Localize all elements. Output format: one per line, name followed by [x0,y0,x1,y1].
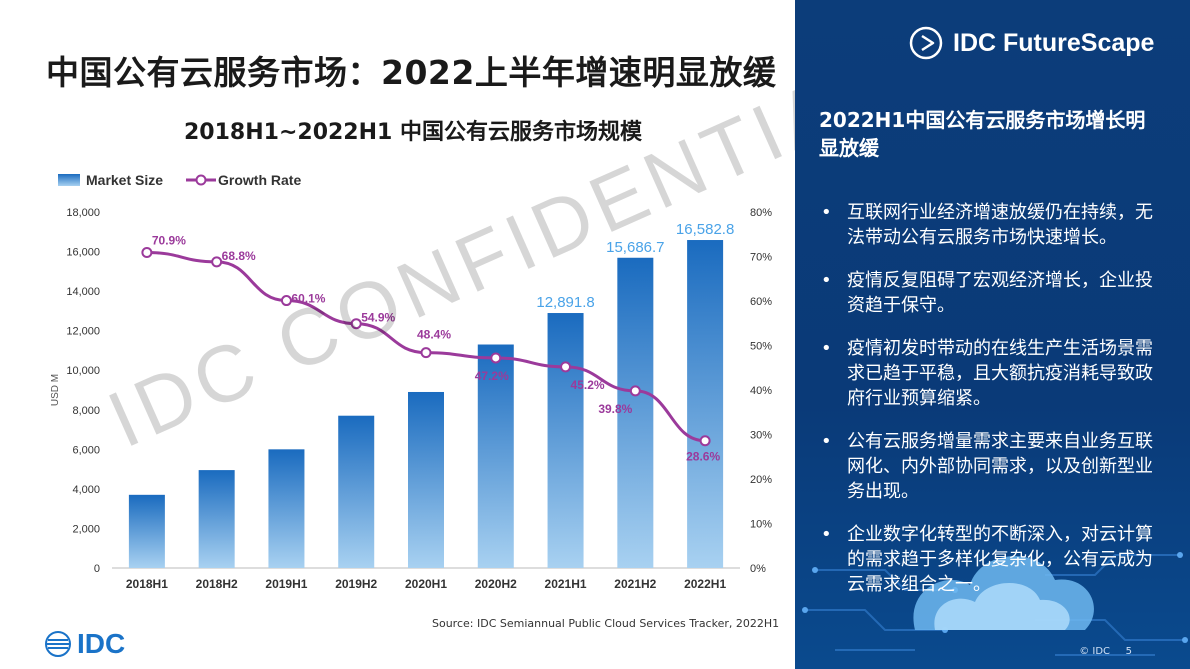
bar-value-label: 12,891.8 [536,294,594,311]
bar-2020H2 [477,344,514,568]
x-tick-label: 2019H2 [335,577,377,591]
growth-rate-label: 70.9% [152,233,186,247]
insight-item: 公有云服务增量需求主要来自业务互联网化、内外部协同需求，以及创新型业务出现。 [819,429,1169,504]
x-tick-label: 2021H2 [614,577,656,591]
growth-rate-point [350,318,362,330]
bar-2019H2 [338,415,375,568]
globe-icon [45,631,71,657]
brand-text: IDC FutureScape [953,28,1155,57]
y2-tick-label: 0% [750,563,766,575]
legend-growth-rate-label: Growth Rate [218,172,301,188]
chart-title: 2018H1~2022H1 中国公有云服务市场规模 [184,120,642,145]
bar-2022H1 [687,240,724,569]
legend-growth-rate-marker [195,174,207,186]
growth-rate-point [560,361,572,373]
play-icon [909,26,943,60]
growth-rate-point [141,246,153,258]
x-tick-label: 2020H1 [405,577,447,591]
growth-rate-label: 54.9% [361,311,395,325]
idc-futurescape-brand: IDC FutureScape [909,26,1154,60]
growth-rate-point [490,352,502,364]
growth-rate-label: 60.1% [291,292,325,306]
growth-rate-point [629,385,641,397]
growth-rate-point [699,435,711,447]
growth-rate-label: 47.2% [475,369,509,383]
copyright-text: © IDC [1079,646,1110,657]
bar-value-label: 16,582.8 [676,221,734,238]
y-tick-label: 16,000 [66,247,100,259]
y-tick-label: 6,000 [72,444,100,456]
y-axis-label: USD M [50,374,61,406]
growth-rate-label: 68.8% [222,249,256,263]
page-number: 5 [1125,646,1132,657]
growth-rate-label: 39.8% [598,402,632,416]
panel-title: 2022H1中国公有云服务市场增长明显放缓 [819,108,1146,160]
growth-rate-label: 45.2% [571,378,605,392]
growth-rate-point [280,295,292,307]
y-tick-label: 2,000 [72,523,100,535]
y2-tick-label: 60% [750,296,772,308]
y2-tick-label: 80% [750,207,772,219]
x-tick-label: 2022H1 [684,577,726,591]
bar-2020H1 [408,391,444,568]
insight-item: 疫情反复阻碍了宏观经济增长，企业投资趋于保守。 [819,268,1169,318]
y2-tick-label: 30% [750,430,772,442]
idc-logo-text: IDC [77,628,126,659]
y-tick-label: 0 [94,563,100,575]
bar-2018H2 [198,470,235,568]
bar-2021H2 [617,257,654,568]
insight-item: 企业数字化转型的不断深入，对云计算的需求趋于多样化复杂化，公有云成为云需求组合之… [819,522,1169,597]
x-tick-label: 2021H1 [545,577,587,591]
bar-value-label: 15,686.7 [606,239,664,256]
y2-tick-label: 10% [750,519,772,531]
y-tick-label: 10,000 [66,365,100,377]
bar-2018H1 [128,494,165,568]
growth-rate-point [420,347,432,359]
source-note: Source: IDC Semiannual Public Cloud Serv… [432,617,780,630]
y-tick-label: 14,000 [66,286,100,298]
growth-rate-point [211,256,223,268]
x-tick-label: 2020H2 [475,577,517,591]
y2-tick-label: 70% [750,252,772,264]
y-tick-label: 18,000 [66,207,100,219]
y2-tick-label: 50% [750,341,772,353]
growth-rate-label: 28.6% [686,450,720,464]
insight-list: 互联网行业经济增速放缓仍在持续，无法带动公有云服务市场快速增长。 疫情反复阻碍了… [819,200,1169,615]
slide-title: 中国公有云服务市场：2022上半年增速明显放缓 [46,53,777,92]
y-tick-label: 4,000 [72,484,100,496]
y2-tick-label: 20% [750,474,772,486]
legend-market-size-label: Market Size [86,172,163,188]
x-tick-label: 2018H2 [196,577,238,591]
bar-2021H1 [547,313,584,568]
idc-logo: IDC [45,628,125,660]
x-tick-label: 2018H1 [126,577,168,591]
x-tick-label: 2019H1 [265,577,307,591]
y-tick-label: 12,000 [66,326,100,338]
insight-item: 疫情初发时带动的在线生产生活场景需求已趋于平稳，且大额抗疫消耗导致政府行业预算缩… [819,336,1169,411]
growth-rate-label: 48.4% [417,328,451,342]
y-tick-label: 8,000 [72,405,100,417]
market-chart: 0 2,000 4,000 6,000 8,000 10,000 12,000 14,000 1… [50,172,772,591]
bar-2019H1 [268,449,305,568]
legend-market-size-swatch [58,174,80,186]
insight-item: 互联网行业经济增速放缓仍在持续，无法带动公有云服务市场快速增长。 [819,200,1169,250]
insight-panel: IDC FutureScape 2022H1中国公有云服务市场增长明显放缓 互联… [795,0,1190,669]
y2-tick-label: 40% [750,385,772,397]
